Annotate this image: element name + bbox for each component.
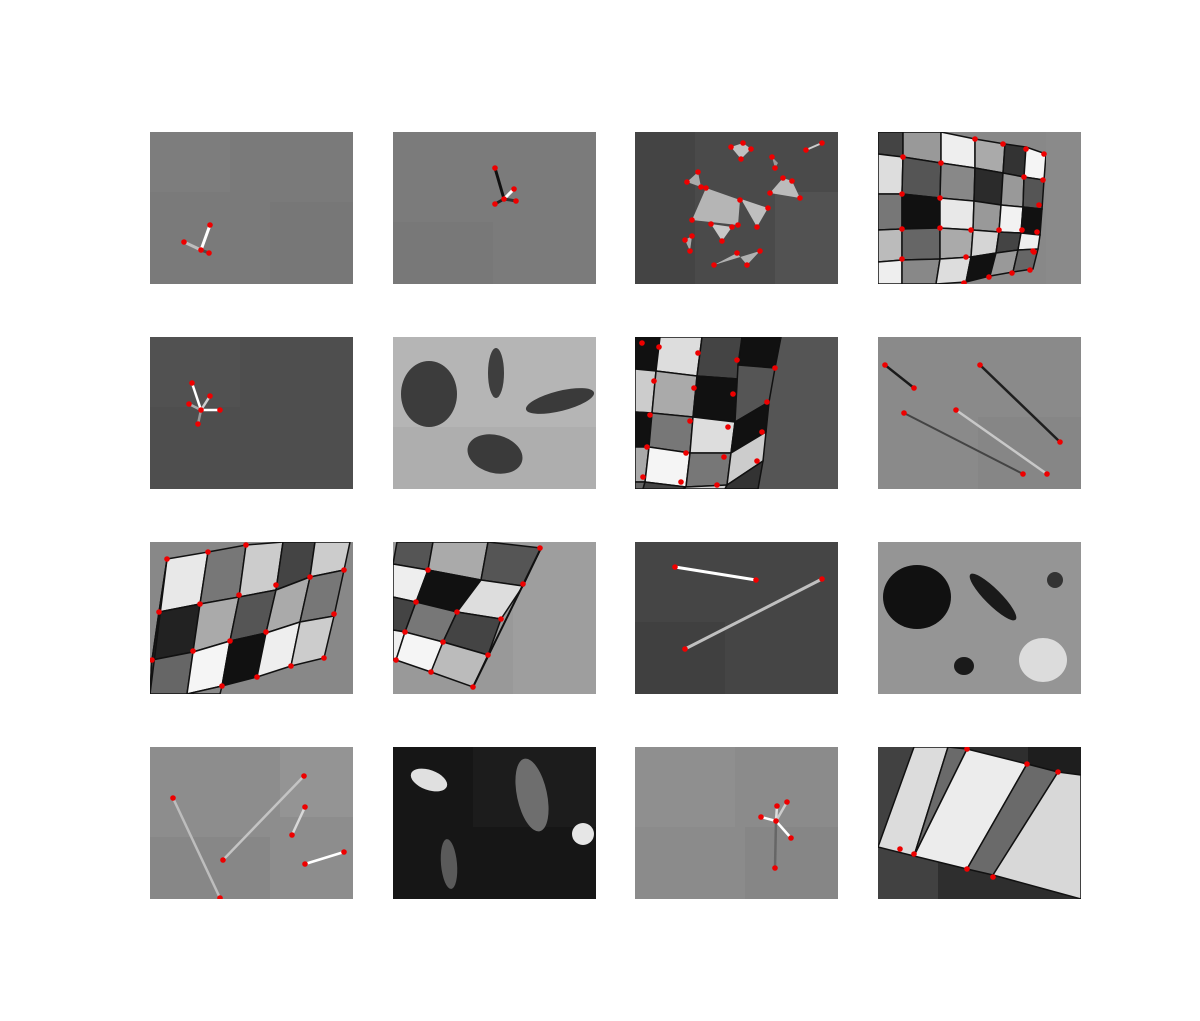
panel-lines-2 (635, 542, 838, 694)
panel-checkerboard-2 (635, 337, 838, 489)
panel-polygons (635, 132, 838, 284)
panel-ellipses-1 (393, 337, 596, 489)
panel-star-1 (150, 132, 353, 284)
panel-lines-1 (878, 337, 1081, 489)
panel-checkerboard-3 (150, 542, 353, 694)
panel-star-4 (635, 747, 838, 899)
panel-star-2 (393, 132, 596, 284)
panel-ellipses-2 (878, 542, 1081, 694)
panel-lines-3 (150, 747, 353, 899)
panel-checkerboard-1 (878, 132, 1081, 284)
panel-ellipses-3 (393, 747, 596, 899)
panel-stripes (878, 747, 1081, 899)
panel-star-3 (150, 337, 353, 489)
panel-checkerboard-4 (393, 542, 596, 694)
